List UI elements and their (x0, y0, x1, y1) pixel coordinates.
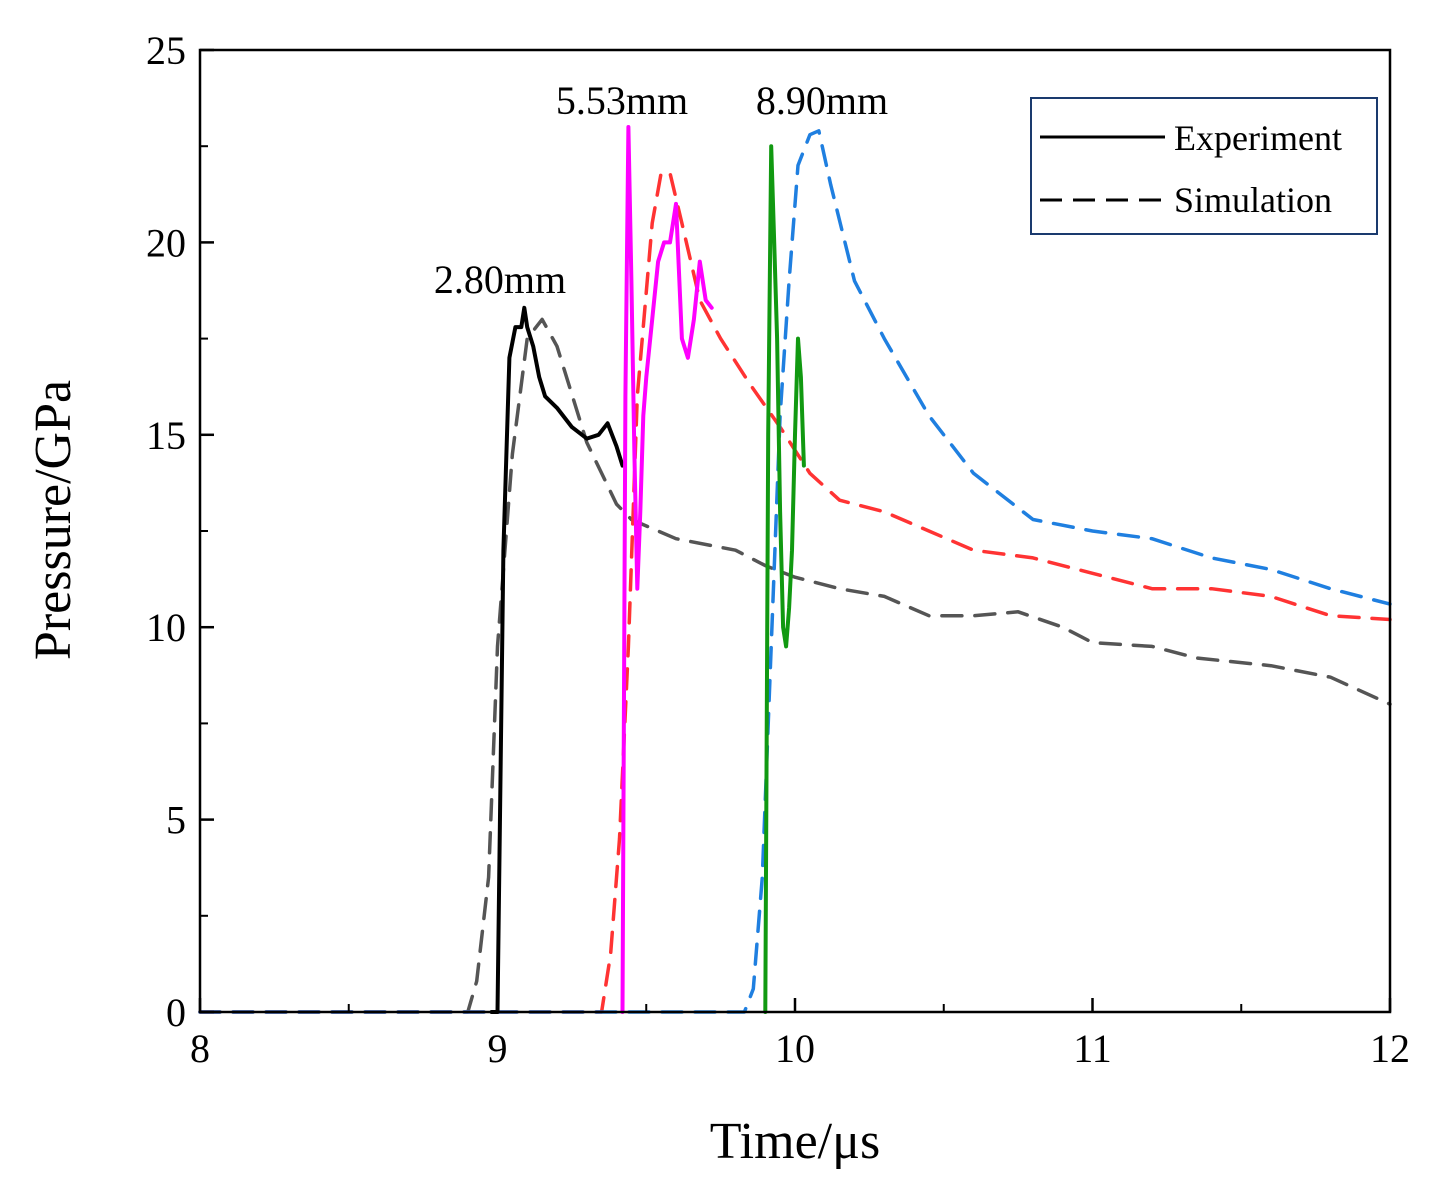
x-tick-label: 9 (488, 1026, 508, 1071)
y-tick-label: 5 (166, 798, 186, 843)
series-layer (198, 125, 1392, 1014)
legend-experiment-label: Experiment (1174, 118, 1342, 158)
x-tick-label: 12 (1370, 1026, 1410, 1071)
annotation-5-53mm: 5.53mm (556, 78, 688, 123)
legend-box (1030, 97, 1378, 235)
y-tick-label: 15 (146, 413, 186, 458)
x-axis-title: Time/μs (710, 1113, 880, 1170)
y-tick-label: 20 (146, 220, 186, 265)
series-line-experiment-5-53mm (620, 125, 714, 1014)
series-line-experiment-8-90mm (763, 144, 806, 1014)
y-tick-label: 0 (166, 990, 186, 1035)
legend: Experiment Simulation (1030, 97, 1378, 235)
legend-simulation-label: Simulation (1174, 180, 1332, 220)
series-line-experiment-2-80mm (489, 305, 625, 1014)
x-tick-label: 8 (190, 1026, 210, 1071)
y-tick-label: 10 (146, 605, 186, 650)
annotation-2-80mm: 2.80mm (434, 257, 566, 302)
series-line-simulation-5-53mm (198, 171, 1392, 1014)
y-tick-label: 25 (146, 28, 186, 73)
x-tick-label: 10 (775, 1026, 815, 1071)
ticks-layer: 8 9 10 11 12 0 5 10 15 20 25 (146, 28, 1410, 1071)
annotation-8-90mm: 8.90mm (756, 78, 888, 123)
x-tick-label: 11 (1073, 1026, 1112, 1071)
y-axis-title: Pressure/GPa (25, 380, 82, 660)
